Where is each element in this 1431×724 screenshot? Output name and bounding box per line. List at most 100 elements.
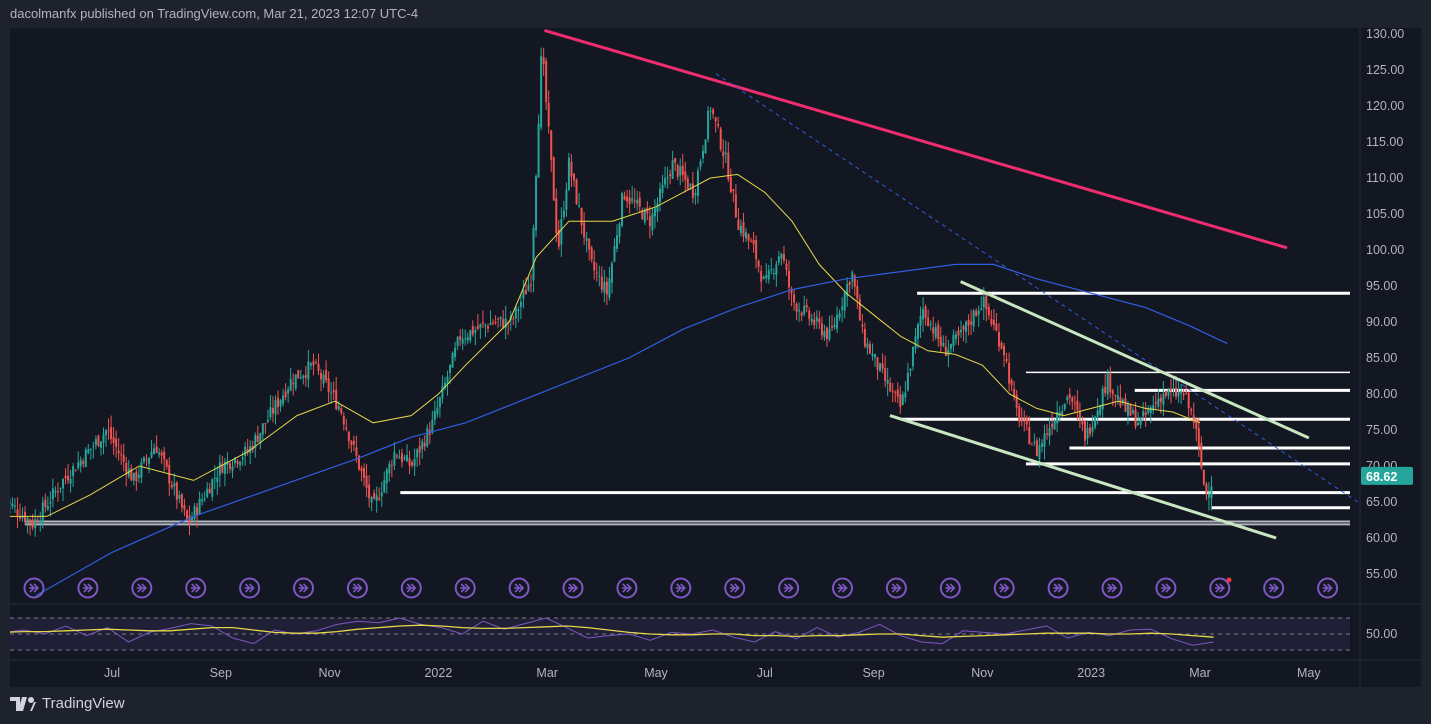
candle-body (861, 324, 864, 327)
price-chart[interactable]: 130.00 125.00 120.00 115.00 110.00 105.00 100.… (10, 28, 1421, 687)
candle-body (400, 453, 403, 463)
time-tick-label: Sep (210, 666, 232, 680)
candle-body (739, 225, 742, 234)
candle-body (337, 406, 340, 410)
candle-body (196, 507, 199, 515)
candle-body (562, 210, 565, 218)
time-tick-label: 2022 (424, 666, 452, 680)
tradingview-logo-icon (10, 696, 36, 711)
candle-body (529, 284, 532, 286)
chart-panel[interactable]: 130.00 125.00 120.00 115.00 110.00 105.00 100.… (10, 28, 1421, 687)
candle-body (271, 408, 274, 414)
candle-body (919, 315, 922, 326)
candle-body (1091, 427, 1094, 432)
candle-body (583, 222, 586, 238)
candle-body (896, 389, 899, 397)
candle-body (717, 124, 720, 127)
candle-body (815, 316, 818, 322)
candle-body (51, 488, 54, 500)
candle-body (390, 465, 393, 467)
candle-body (1028, 427, 1031, 445)
candle-body (653, 208, 656, 217)
candle-body (173, 483, 176, 487)
candle-body (992, 319, 995, 326)
price-tick-label: 130.00 (1366, 28, 1404, 41)
event-arrow (460, 583, 471, 593)
candle-body (917, 324, 920, 339)
candle-body (84, 449, 87, 468)
dividend-event-icon (293, 577, 314, 599)
candle-body (1101, 388, 1104, 410)
last-price-label: 68.62 (1366, 470, 1397, 484)
logo-text: TradingView (42, 695, 125, 712)
candle-body (1126, 404, 1129, 416)
event-circle (131, 577, 153, 599)
candle-body (524, 290, 527, 295)
candle-body (137, 474, 140, 478)
event-arrow (621, 583, 633, 593)
candle-body (960, 329, 963, 333)
candle-body (820, 323, 823, 336)
candle-body (1149, 407, 1152, 414)
event-arrow (82, 583, 94, 593)
candle-body (292, 383, 295, 385)
candle-body (540, 56, 543, 128)
candle-body (527, 284, 530, 291)
event-arrow (945, 583, 956, 593)
candle-body (1033, 441, 1036, 443)
candle-body (886, 379, 889, 384)
candle-body (365, 475, 368, 488)
candle-body (884, 367, 887, 381)
candle-body (1076, 400, 1079, 411)
candle-body (780, 254, 783, 259)
candle-body (1073, 402, 1076, 404)
event-circle (346, 577, 368, 599)
candle-body (671, 160, 674, 179)
candle-body (411, 462, 414, 466)
candle-body (947, 349, 950, 356)
candle-body (560, 219, 563, 245)
candle-body (1147, 408, 1150, 413)
candle-body (831, 326, 834, 328)
candle-body (1096, 410, 1099, 417)
candle-body (578, 205, 581, 207)
tradingview-logo[interactable]: TradingView (10, 695, 125, 712)
candle-body (729, 177, 732, 193)
candle-body (689, 184, 692, 187)
candle-body (1175, 387, 1178, 397)
candle-body (962, 326, 965, 331)
candle-body (236, 461, 239, 464)
candle-body (221, 463, 224, 473)
candle-body (72, 466, 75, 476)
dividend-event-icon (939, 577, 961, 599)
candle-body (580, 207, 583, 226)
candle-body (1099, 406, 1102, 415)
candle-body (413, 459, 416, 467)
candle-body (664, 178, 667, 185)
candle-body (1169, 389, 1172, 391)
candle-body (1180, 391, 1183, 394)
candle-body (732, 189, 735, 192)
candle-body (1109, 373, 1112, 393)
candle-body (105, 430, 108, 436)
candle-body (699, 161, 702, 167)
candle-body (213, 477, 216, 479)
dividend-event-icon (1263, 577, 1285, 599)
candle-body (927, 317, 930, 327)
candle-body (185, 510, 188, 519)
candle-body (990, 319, 993, 325)
candle-body (894, 391, 897, 393)
candle-body (949, 343, 952, 349)
candle-body (203, 498, 206, 500)
candle-body (937, 324, 940, 340)
candle-body (443, 382, 446, 389)
candle-body (284, 391, 287, 398)
candle-body (373, 492, 376, 499)
candle-body (264, 423, 267, 425)
candle-body (476, 325, 479, 329)
dividend-event-icon (1155, 577, 1177, 599)
event-circle (1047, 577, 1069, 599)
candle-body (360, 468, 363, 472)
candle-body (1159, 397, 1162, 403)
candle-body (745, 232, 748, 239)
